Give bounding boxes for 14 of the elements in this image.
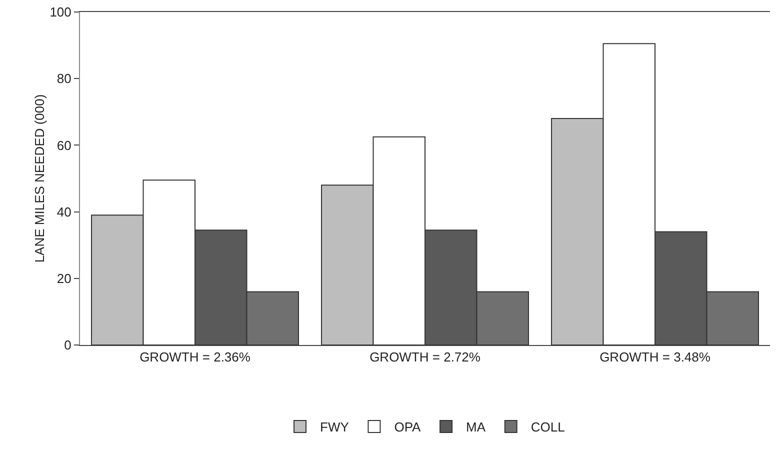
legend-label: FWY xyxy=(320,420,350,435)
y-tick-label: 20 xyxy=(56,270,72,286)
x-tick-label: GROWTH = 2.36% xyxy=(140,350,251,365)
x-tick-label: GROWTH = 3.48% xyxy=(600,350,711,365)
y-tick-label: 100 xyxy=(50,4,72,20)
y-axis-title: LANE MILES NEEDED (000) xyxy=(32,94,47,263)
legend-label: MA xyxy=(466,420,486,435)
y-tick-label: 0 xyxy=(64,338,72,353)
legend-label: OPA xyxy=(394,420,422,435)
legend-label: COLL xyxy=(530,420,565,435)
y-tick-label: 40 xyxy=(56,204,72,220)
y-tick-label: 80 xyxy=(56,71,72,86)
y-tick-label: 60 xyxy=(56,138,72,153)
x-tick-label: GROWTH = 2.72% xyxy=(370,350,481,365)
